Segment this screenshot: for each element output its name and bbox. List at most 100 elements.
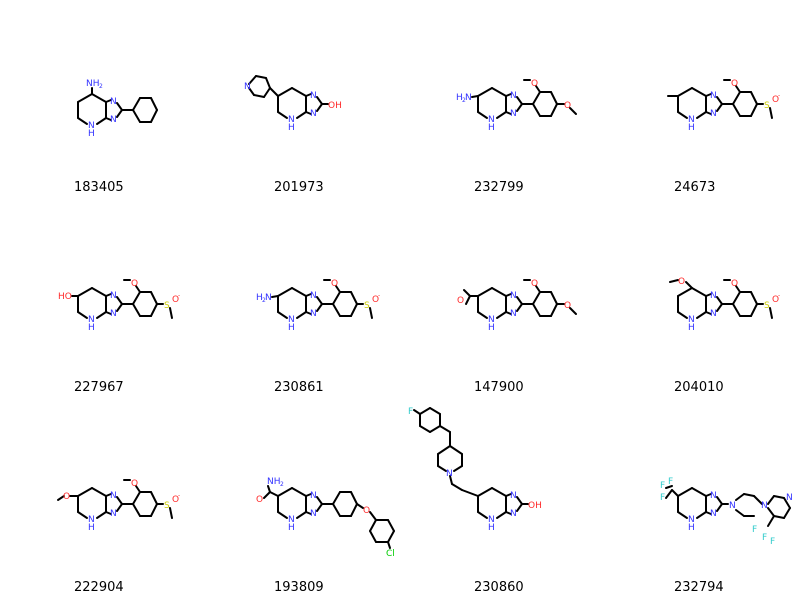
atom-label: N xyxy=(710,109,717,119)
atom-label: HO xyxy=(58,292,72,302)
atom-label: H xyxy=(488,323,495,333)
atom-label: N xyxy=(88,515,95,525)
atom-label: O xyxy=(772,95,779,105)
compound-id: 204010 xyxy=(674,380,724,395)
atom-label: OH xyxy=(328,101,342,111)
atom-label: N xyxy=(510,491,517,501)
atom-label: N xyxy=(110,309,117,319)
atom-label: F xyxy=(660,481,665,491)
atom-label: OH xyxy=(528,501,542,511)
atom-label: O xyxy=(772,295,779,305)
compound-cell: HO N N N H O S O - 227967 xyxy=(0,200,200,400)
atom-label: N xyxy=(688,115,695,125)
atom-label: N xyxy=(710,509,717,519)
atom-label: N xyxy=(310,309,317,319)
atom-label: H xyxy=(688,323,695,333)
atom-label: N xyxy=(244,82,251,92)
atom-label: H xyxy=(288,523,295,533)
molecule-structure-icon: NH 2 N N N H xyxy=(77,79,158,139)
atom-label: O xyxy=(63,492,70,502)
atom-label: N xyxy=(710,309,717,319)
compound-id: 227967 xyxy=(74,380,124,395)
atom-label: O xyxy=(564,301,571,311)
compound-id: 222904 xyxy=(74,580,124,595)
atom-label: NH xyxy=(86,79,100,89)
atom-label: H xyxy=(88,523,95,533)
atom-label: Cl xyxy=(386,549,395,559)
atom-label: H xyxy=(288,323,295,333)
atom-label: F xyxy=(762,533,767,543)
atom-label: O xyxy=(531,79,538,89)
molecule-structure-icon: N N N H O S O - xyxy=(667,79,780,133)
compound-cell: NH 2 N N N H 183405 xyxy=(0,0,200,200)
atom-label: N xyxy=(110,291,117,301)
molecule-structure-icon: F N N N N H OH xyxy=(408,407,542,533)
atom-label: O xyxy=(731,279,738,289)
atom-label: O xyxy=(372,295,379,305)
atom-label: N xyxy=(310,109,317,119)
atom-label: O xyxy=(363,506,370,516)
atom-label: N xyxy=(510,109,517,119)
molecule-structure-icon: HO N N N H O S O - xyxy=(58,279,180,333)
molecule-structure-icon: H 2 N N N N H O S O - xyxy=(256,279,380,333)
compound-id: 193809 xyxy=(274,580,324,595)
atom-charge: - xyxy=(778,292,780,299)
atom-label: N xyxy=(288,115,295,125)
compound-id: 232799 xyxy=(474,180,524,195)
molecule-structure-icon: O N N N H O O xyxy=(457,279,577,333)
compound-id: 230860 xyxy=(474,580,524,595)
atom-label: N xyxy=(88,121,95,131)
atom-label: O xyxy=(678,277,685,287)
atom-label: H xyxy=(288,123,295,133)
compound-cell: F N N N N H OH 230860 xyxy=(400,400,600,600)
atom-charge: - xyxy=(178,492,180,499)
atom-label: H xyxy=(256,293,263,303)
molecule-structure-icon: O N N N H O S O - xyxy=(669,277,780,333)
atom-label: O xyxy=(131,279,138,289)
atom-label: N xyxy=(310,91,317,101)
atom-label: S xyxy=(364,301,370,311)
atom-label: N xyxy=(446,469,453,479)
atom-subscript: 2 xyxy=(462,97,466,104)
atom-label: N xyxy=(510,309,517,319)
molecule-structure-icon: N N N N H OH xyxy=(244,75,342,133)
atom-label: N xyxy=(729,501,736,511)
compound-id: 147900 xyxy=(474,380,524,395)
atom-label: H xyxy=(88,129,95,139)
atom-charge: - xyxy=(778,92,780,99)
compound-cell: O N N N H O S O - 204010 xyxy=(600,200,800,400)
atom-label: O xyxy=(172,295,179,305)
atom-label: N xyxy=(310,509,317,519)
atom-label: O xyxy=(564,101,571,111)
atom-subscript: 2 xyxy=(99,83,103,90)
atom-label: F xyxy=(408,407,413,417)
atom-label: O xyxy=(731,79,738,89)
atom-label: N xyxy=(110,491,117,501)
compound-id: 232794 xyxy=(674,580,724,595)
molecule-structure-icon: O N N N H O S O - xyxy=(57,479,180,533)
atom-label: H xyxy=(688,523,695,533)
atom-label: F xyxy=(668,477,673,487)
atom-label: S xyxy=(164,501,170,511)
compound-cell: H 2 N N N N H O S O - 230861 xyxy=(200,200,400,400)
atom-label: O xyxy=(256,495,263,505)
atom-label: N xyxy=(710,291,717,301)
atom-label: S xyxy=(764,101,770,111)
atom-label: N xyxy=(761,501,768,511)
atom-label: N xyxy=(510,509,517,519)
atom-label: N xyxy=(465,93,472,103)
molecule-structure-icon: H 2 N N N N H O O xyxy=(456,79,577,133)
compound-cell: F F F F F F N N N H N N N 232794 xyxy=(600,400,800,600)
compound-id: 201973 xyxy=(274,180,324,195)
atom-label: O xyxy=(172,495,179,505)
compound-cell: O N N N H O O 147900 xyxy=(400,200,600,400)
atom-subscript: 2 xyxy=(280,481,284,488)
atom-label: H xyxy=(88,323,95,333)
atom-label: N xyxy=(88,315,95,325)
atom-label: N xyxy=(265,293,272,303)
atom-label: N xyxy=(110,509,117,519)
compound-id: 24673 xyxy=(674,180,716,195)
atom-label: H xyxy=(488,523,495,533)
atom-label: N xyxy=(710,91,717,101)
compound-cell: N N N N H OH 201973 xyxy=(200,0,400,200)
